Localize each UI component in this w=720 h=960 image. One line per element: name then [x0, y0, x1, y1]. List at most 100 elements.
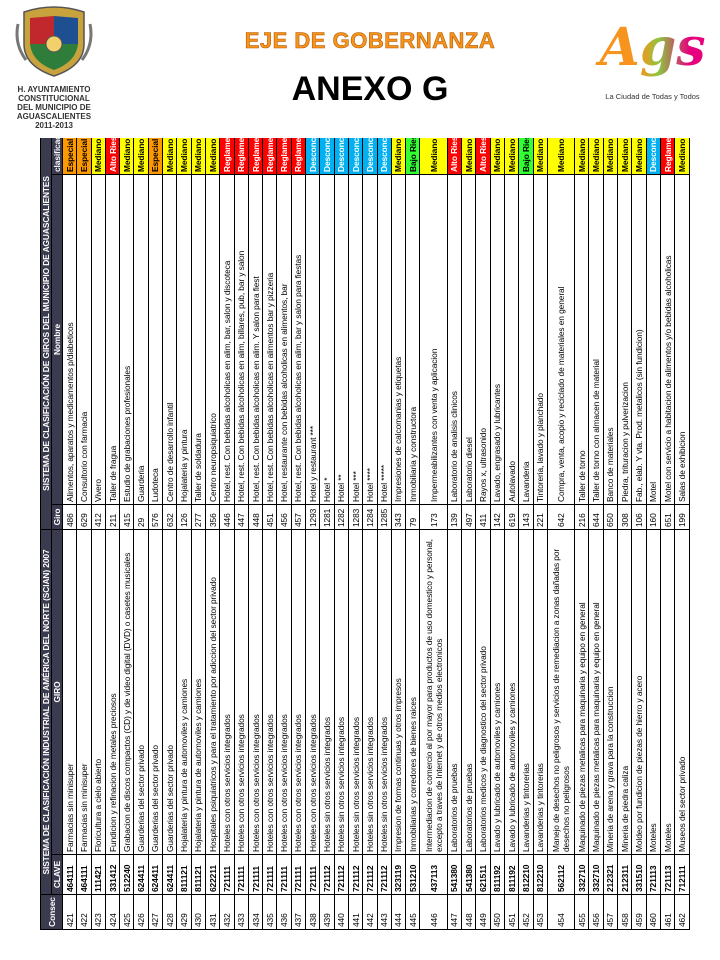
giro-code: 651	[660, 504, 675, 530]
clave: 621511	[475, 854, 491, 895]
giro-name: Hotel, rest. Con bebidas alcoholicas en …	[234, 174, 249, 505]
table-row: 424 331412 Fundicion y refinacion de metal…	[105, 138, 120, 930]
table-row: 452 812210 Lavanderias y tintorerias 143 Lav…	[518, 138, 534, 930]
classification: Especial	[62, 138, 77, 175]
giro-scian: Hoteles sin otros servicios integrados	[377, 529, 392, 855]
table-row: 443 721112 Hoteles sin otros servicios int…	[377, 138, 392, 930]
consec: 421	[62, 894, 77, 930]
consec: 457	[603, 894, 618, 930]
giro-name: Autolavado	[504, 174, 519, 505]
giro-scian: Impresion de formas continuas y otros im…	[391, 529, 406, 855]
giro-code: 106	[631, 504, 647, 530]
table-row: 437 721111 Hoteles con otros servicios int…	[291, 138, 306, 930]
clave: 624411	[162, 854, 177, 895]
giro-code: 277	[191, 504, 206, 530]
clave: 531210	[405, 854, 420, 895]
column-header: clasificación	[51, 138, 63, 175]
giro-name: Fab., elab. Y vta. Prod. metalicos (sin …	[631, 174, 647, 505]
giro-name: Inmobiliaria y constructora	[405, 174, 420, 505]
consec: 455	[574, 894, 589, 930]
table-row: 460 721113 Moteles 160 Motel Desconcentrado	[646, 138, 661, 930]
giro-scian: Hoteles sin otros servicios integrados	[319, 529, 335, 855]
giro-name: Lavanderia	[518, 174, 534, 505]
consec: 432	[219, 894, 235, 930]
giro-scian: Maquinado de piezas metalicas para maqui…	[574, 529, 589, 855]
giro-code: 356	[205, 504, 220, 530]
consec: 426	[133, 894, 149, 930]
clave: 811121	[191, 854, 206, 895]
consec: 436	[276, 894, 292, 930]
clave: 721112	[334, 854, 349, 895]
classification: Mediano Riesgo	[631, 138, 647, 175]
classification: Reglamentado	[262, 138, 277, 175]
table-row: 445 531210 Inmobiliarias y corredores de b…	[405, 138, 420, 930]
giro-scian: Hojalateria y pintura de automoviles y c…	[191, 529, 206, 855]
clave: 721111	[291, 854, 306, 895]
giro-scian: Hoteles sin otros servicios integrados	[334, 529, 349, 855]
table-row: 447 541380 Laboratorios de pruebas 139 Labor…	[447, 138, 462, 930]
logo-line: 2011-2013	[35, 121, 73, 130]
giro-name: Taller de fragua	[105, 174, 120, 505]
giro-scian: Moldeo por fundicion de piezas de hierro…	[631, 529, 647, 855]
giro-name: Tintoreria, lavado y planchado	[533, 174, 548, 505]
clave: 721111	[262, 854, 277, 895]
giro-name: Taller de torno con almacen de material	[588, 174, 604, 505]
column-header: Nombre	[51, 174, 63, 505]
clave: 332710	[588, 854, 604, 895]
giro-code: 644	[588, 504, 604, 530]
column-header: Consec	[40, 894, 63, 930]
consec: 422	[76, 894, 92, 930]
group-header: SISTEMA DE CLASIFICACIÓN DE GIROS DEL MU…	[40, 138, 52, 530]
giro-scian: Hoteles con otros servicios integrados	[291, 529, 306, 855]
giro-code: 160	[646, 504, 661, 530]
giro-scian: Laboratorios medicos y de diagnostico de…	[475, 529, 491, 855]
clave: 721111	[276, 854, 292, 895]
group-header-row: Consec SISTEMA DE CLASIFICACIÓN INDUSTRIA…	[40, 138, 63, 930]
giro-code: 619	[504, 504, 519, 530]
table-row: 430 811121 Hojalateria y pintura de automo…	[191, 138, 206, 930]
logo-line: DEL MUNICIPIO DE	[17, 103, 91, 112]
giro-code: 415	[119, 504, 134, 530]
classification: Mediano Riesgo	[504, 138, 519, 175]
giro-scian: Inmobiliarias y corredores de bienes rai…	[405, 529, 420, 855]
clave: 712111	[674, 854, 690, 895]
giro-scian: Hoteles con otros servicios integrados	[234, 529, 249, 855]
giro-scian: Museos del sector privado	[674, 529, 690, 855]
consec: 452	[518, 894, 534, 930]
consec: 434	[248, 894, 263, 930]
column-header: GIRO	[51, 529, 63, 855]
classification: Bajo Riesgo	[405, 138, 420, 175]
giro-name: Consultorio con farmacia	[76, 174, 92, 505]
classification: Reglamentado	[234, 138, 249, 175]
classification: Mediano Riesgo	[461, 138, 476, 175]
giro-code: 576	[148, 504, 163, 530]
giro-scian: Hoteles con otros servicios integrados	[276, 529, 292, 855]
table-row: 428 624411 Guarderias del sector privado 63…	[162, 138, 177, 930]
classification: Mediano Riesgo	[205, 138, 220, 175]
giro-scian: Farmacias sin minisuper	[62, 529, 77, 855]
giro-name: Hotel, rest. Con bebidas alcoholicas en …	[248, 174, 263, 505]
consec: 451	[504, 894, 519, 930]
giro-code: 451	[262, 504, 277, 530]
table-row: 435 721111 Hoteles con otros servicios int…	[262, 138, 277, 930]
giro-name: Estudio de grabaciones profesionales	[119, 174, 134, 505]
classification: Desconcentrado	[348, 138, 363, 175]
giro-name: Salas de exhibicion	[674, 174, 690, 505]
giro-scian: Mineria de piedra caliza	[617, 529, 632, 855]
clave: 812210	[518, 854, 534, 895]
consec: 445	[405, 894, 420, 930]
classification: Alto Riesgo	[447, 138, 462, 175]
giro-name: Guarderia	[133, 174, 149, 505]
table-row: 426 624411 Guarderias del sector privado 29…	[133, 138, 149, 930]
classification: Mediano Riesgo	[674, 138, 690, 175]
table-row: 429 811121 Hojalateria y pintura de automo…	[176, 138, 192, 930]
giro-name: Piedra, trituracion y pulverizacion	[617, 174, 632, 505]
giro-scian: Farmacias sin minisuper	[76, 529, 92, 855]
classification: Desconcentrado	[334, 138, 349, 175]
classification: Desconcentrado	[646, 138, 661, 175]
table-row: 439 721112 Hoteles sin otros servicios int…	[319, 138, 335, 930]
giro-code: 447	[234, 504, 249, 530]
classification: Mediano Riesgo	[617, 138, 632, 175]
giro-code: 642	[547, 504, 575, 530]
table-row: 436 721111 Hoteles con otros servicios int…	[276, 138, 292, 930]
